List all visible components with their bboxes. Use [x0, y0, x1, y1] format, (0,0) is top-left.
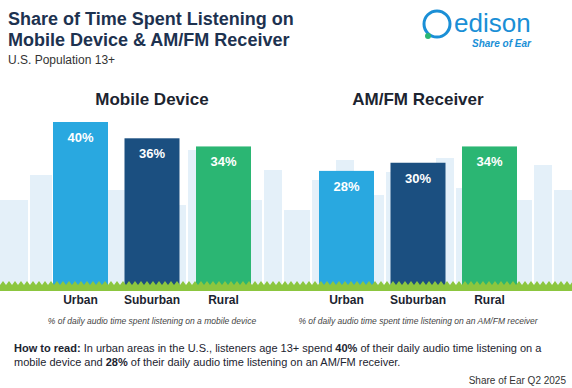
- category-label: Urban: [63, 293, 98, 307]
- subtitle: U.S. Population 13+: [8, 53, 115, 67]
- grass-strip: [0, 285, 572, 291]
- chart-canvas: Share of Time Spent Listening onMobile D…: [0, 0, 572, 388]
- logo-tagline: Share of Ear: [472, 38, 532, 49]
- bar: [391, 163, 446, 285]
- skyline-building: [0, 200, 28, 286]
- data-label: 40%: [67, 130, 93, 145]
- chart-title: Mobile Device: [95, 90, 208, 109]
- logo-icon-dot: [425, 33, 431, 39]
- bar: [196, 146, 251, 285]
- skyline-building: [264, 170, 282, 286]
- labels: 40% Urban 36% Suburban 34% Rural % of daily au…: [48, 130, 257, 326]
- labels: 28% Urban 30% Suburban 34% Rural % of daily au…: [298, 154, 538, 326]
- logo-text: edison: [454, 8, 531, 38]
- data-label: 36%: [139, 146, 165, 161]
- category-label: Rural: [208, 293, 239, 307]
- grass-blades: [0, 281, 572, 285]
- bar: [53, 122, 108, 285]
- source: Share of Ear Q2 2025: [469, 375, 567, 386]
- bar: [319, 171, 374, 285]
- axis-label: % of daily audio time spent listening on…: [48, 316, 257, 326]
- chart-title: AM/FM Receiver: [352, 90, 484, 109]
- skyline-building: [30, 175, 52, 286]
- bars: [319, 146, 517, 285]
- note-text: In urban areas in the U.S., listeners ag…: [84, 342, 333, 354]
- skyline-building: [554, 190, 572, 286]
- note-text: of their daily audio time listening on a: [360, 342, 542, 354]
- title: Share of Time Spent Listening on: [8, 9, 294, 29]
- title: Mobile Device & AM/FM Receiver: [8, 30, 289, 50]
- bar: [125, 138, 180, 285]
- note-text: of their daily audio time listening on a…: [131, 356, 401, 368]
- category-label: Suburban: [124, 293, 180, 307]
- note-text: mobile device and: [14, 356, 103, 368]
- category-label: Suburban: [390, 293, 446, 307]
- data-label: 30%: [405, 171, 431, 186]
- bar: [462, 146, 517, 285]
- how-to-read: How to read:In urban areas in the U.S., …: [14, 342, 542, 368]
- axis-label: % of daily audio time spent time listeni…: [298, 316, 538, 326]
- data-label: 34%: [210, 154, 236, 169]
- data-label: 28%: [333, 179, 359, 194]
- data-label: 34%: [476, 154, 502, 169]
- page: {"header": {"title_lines": ["Share of Ti…: [0, 0, 572, 388]
- category-label: Rural: [474, 293, 505, 307]
- grass: [0, 281, 572, 291]
- skyline-building: [284, 210, 310, 286]
- note-text: 28%: [106, 356, 128, 368]
- bars: [53, 122, 251, 285]
- skyline-building: [534, 165, 552, 286]
- background: [0, 0, 572, 388]
- note-text: How to read:: [14, 342, 81, 354]
- category-label: Urban: [329, 293, 364, 307]
- logo: edisonShare of Ear: [424, 8, 532, 49]
- note-text: 40%: [335, 342, 357, 354]
